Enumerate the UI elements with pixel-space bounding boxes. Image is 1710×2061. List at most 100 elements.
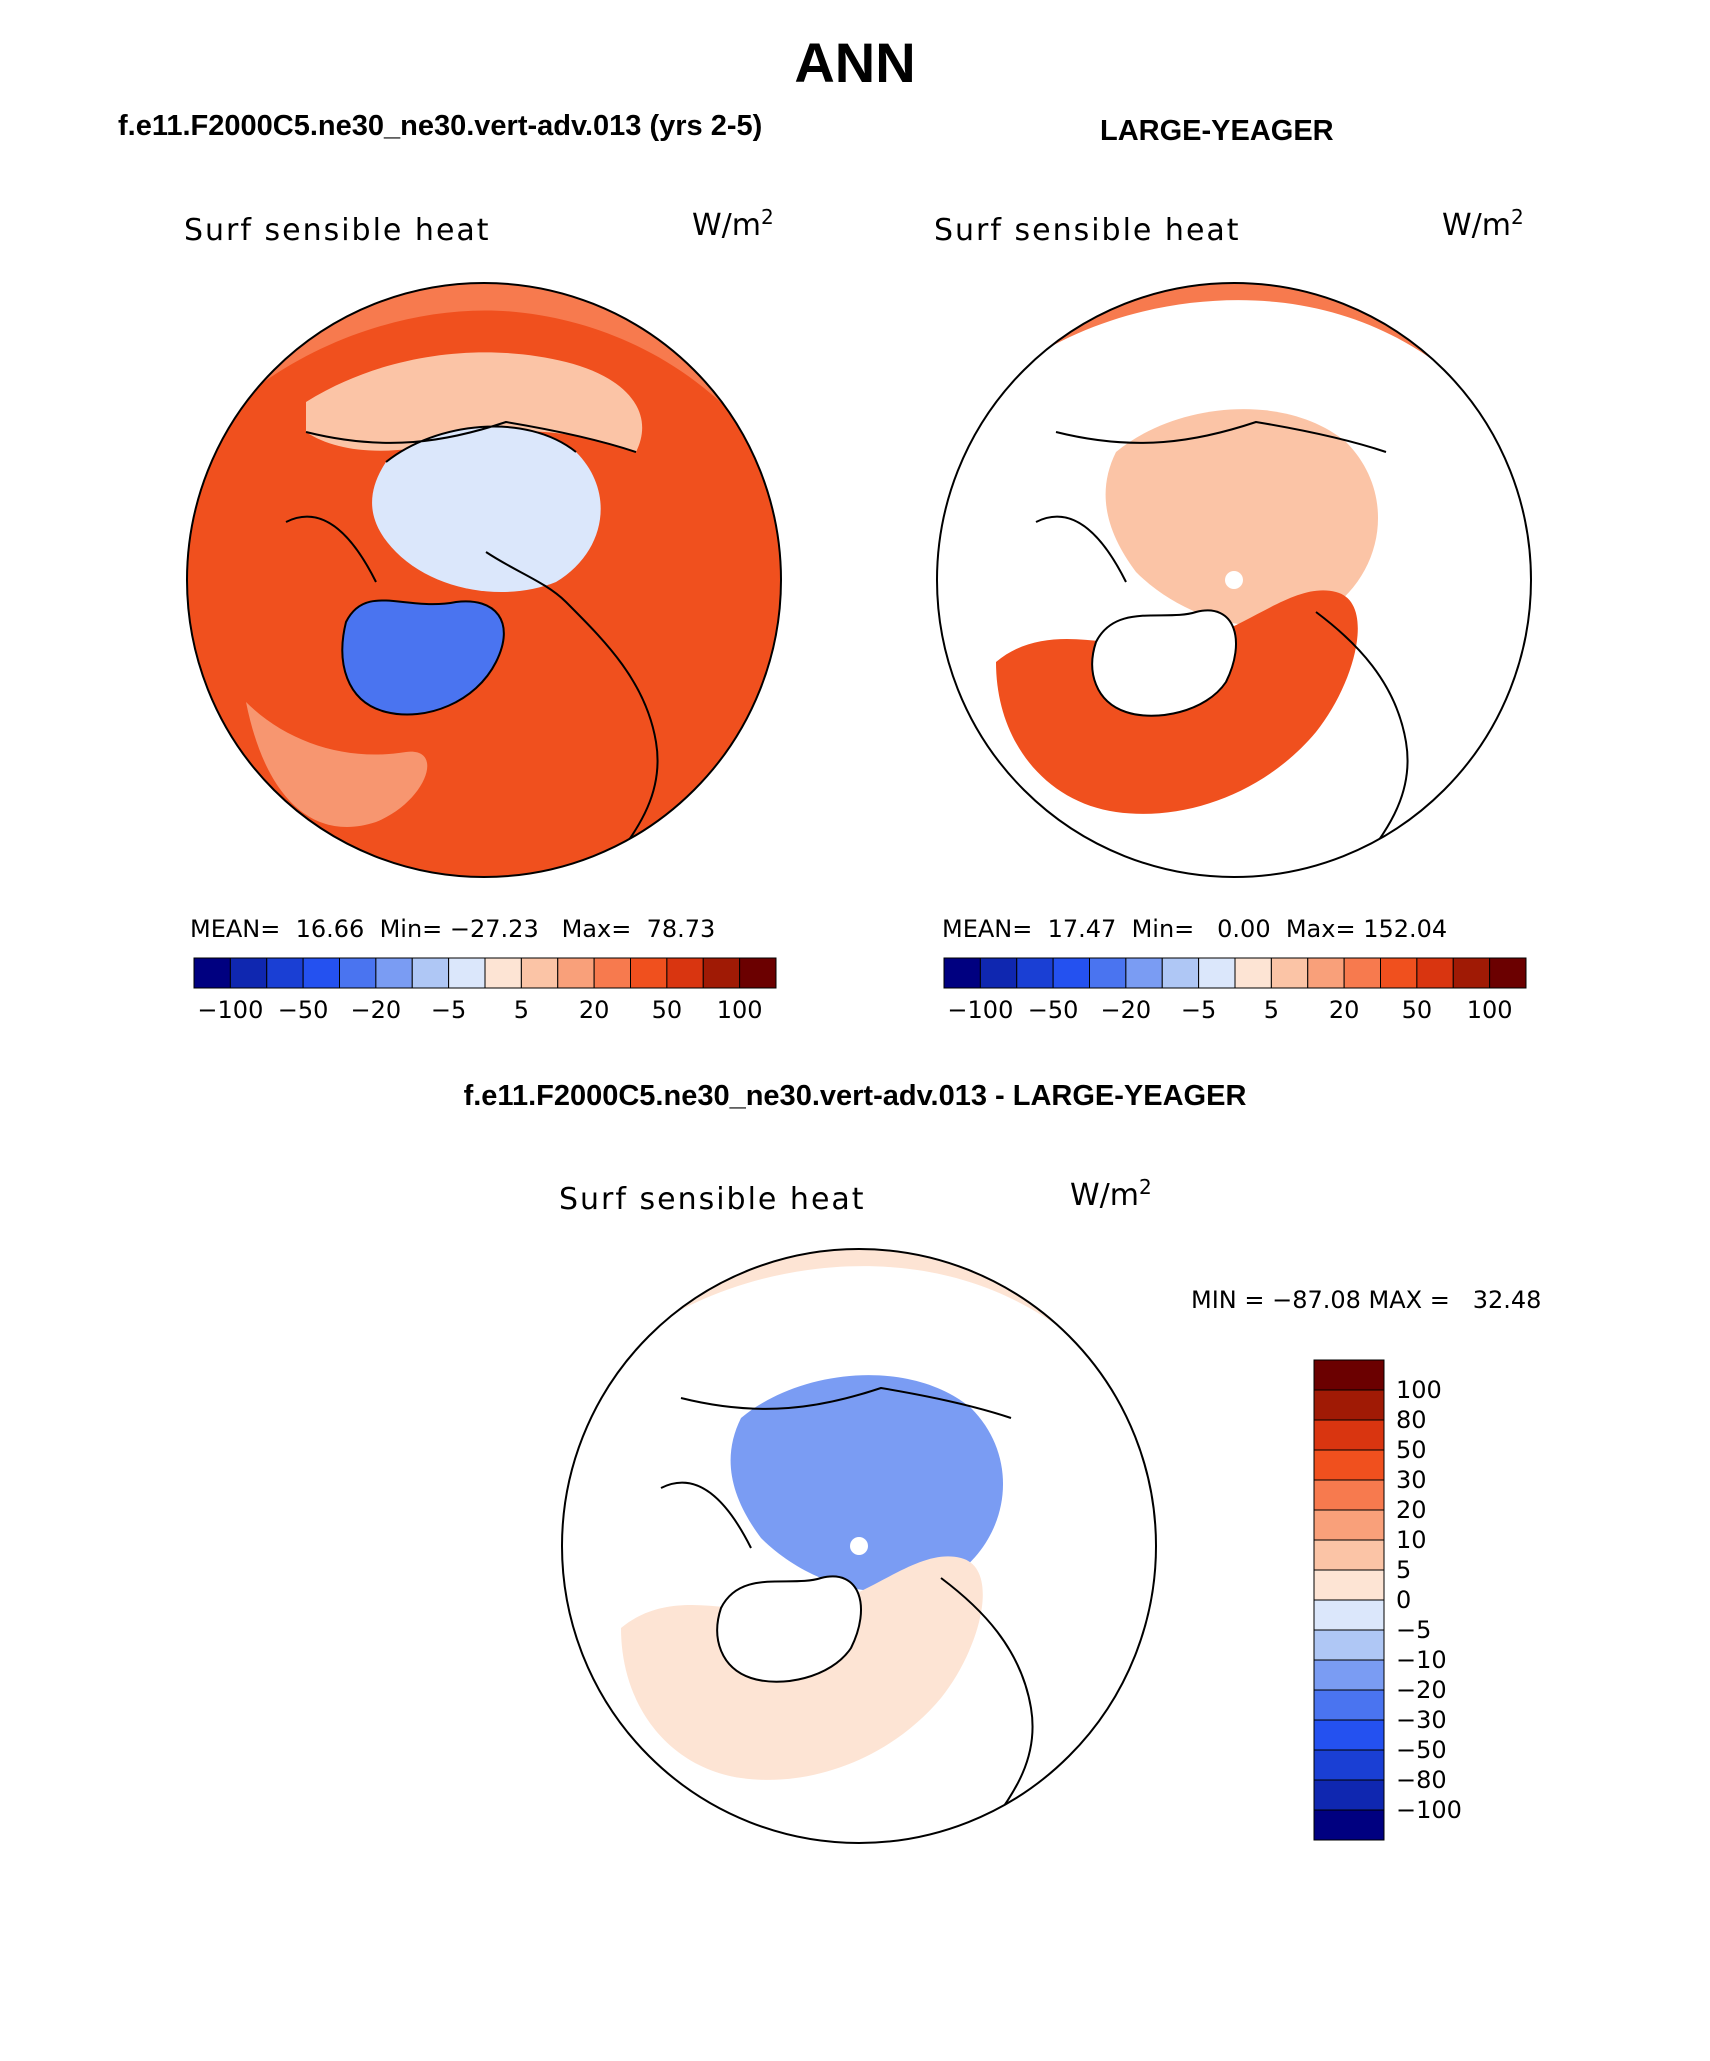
diff-colorbar-bin xyxy=(1313,1539,1385,1571)
diff-colorbar-tick-label: −10 xyxy=(1396,1646,1447,1674)
right-colorbar-tick-label: 100 xyxy=(1466,996,1513,1024)
left-colorbar-bin xyxy=(302,957,340,989)
right-greenland xyxy=(1092,610,1236,716)
right-colorbar-bin xyxy=(1270,957,1309,989)
diff-colorbar-bin xyxy=(1313,1449,1385,1481)
diff-colorbar-bin xyxy=(1313,1509,1385,1541)
diff-colorbar-tick-label: −20 xyxy=(1396,1676,1447,1704)
diff-colorbar-bin xyxy=(1313,1419,1385,1451)
diff-colorbar-tick-label: 5 xyxy=(1396,1556,1412,1584)
left-colorbar-bin xyxy=(630,957,668,989)
diff-colorbar-tick-label: 0 xyxy=(1396,1586,1412,1614)
left-stats: MEAN= 16.66 Min= −27.23 Max= 78.73 xyxy=(190,915,716,943)
diff-colorbar-tick-label: 50 xyxy=(1396,1436,1427,1464)
diff-colorbar-tick-label: 30 xyxy=(1396,1466,1427,1494)
right-polar-map xyxy=(936,282,1532,878)
right-colorbar-bin xyxy=(1089,957,1127,989)
left-polar-map xyxy=(186,282,782,878)
left-colorbar-bin xyxy=(702,957,741,989)
diff-colorbar-bin xyxy=(1313,1629,1385,1661)
left-colorbar-bin xyxy=(339,957,377,989)
left-colorbar-bin xyxy=(739,957,777,989)
diff-colorbar-bin xyxy=(1313,1479,1385,1511)
left-colorbar-tick-label: −20 xyxy=(350,996,402,1024)
diff-variable-label: Surf sensible heat xyxy=(559,1182,866,1217)
right-colorbar-tick-label: −50 xyxy=(1027,996,1079,1024)
left-colorbar-bin xyxy=(484,957,522,989)
left-units-label: W/m2 xyxy=(692,205,774,243)
left-colorbar xyxy=(193,957,777,989)
left-arctic-ocean xyxy=(372,426,601,592)
left-colorbar-tick-label: −100 xyxy=(197,996,264,1024)
left-colorbar-bin xyxy=(229,957,268,989)
left-colorbar-ticks: −100 −50 −20 −5 5 20 50 100 xyxy=(194,996,776,1026)
right-colorbar-bin xyxy=(1016,957,1054,989)
diff-greenland xyxy=(717,1576,861,1682)
diff-colorbar-bin xyxy=(1313,1389,1385,1421)
right-colorbar-tick-label: −5 xyxy=(1180,996,1217,1024)
diff-colorbar-bin xyxy=(1313,1779,1385,1811)
diff-colorbar-ticks: 100 80 50 30 20 10 5 0 −5 −10 −20 −30 −50 −80 −100 xyxy=(1396,1360,1496,1840)
difference-title: f.e11.F2000C5.ne30_ne30.vert-adv.013 - L… xyxy=(463,1080,1247,1112)
left-colorbar-tick-label: 5 xyxy=(513,996,530,1024)
diff-colorbar-tick-label: 20 xyxy=(1396,1496,1427,1524)
diff-colorbar-bin xyxy=(1313,1809,1385,1841)
left-coastlines xyxy=(285,420,659,873)
diff-colorbar-bin xyxy=(1313,1749,1385,1781)
diff-colorbar-tick-label: 80 xyxy=(1396,1406,1427,1434)
diff-colorbar-bin xyxy=(1313,1719,1385,1751)
diff-units-label: W/m2 xyxy=(1070,1175,1152,1213)
left-pacific-band xyxy=(187,283,781,452)
right-colorbar-tick-label: 5 xyxy=(1263,996,1280,1024)
right-stats: MEAN= 17.47 Min= 0.00 Max= 152.04 xyxy=(942,915,1448,943)
right-colorbar-bin xyxy=(943,957,981,989)
right-colorbar-bin xyxy=(1343,957,1381,989)
left-colorbar-bin xyxy=(557,957,595,989)
left-variable-label: Surf sensible heat xyxy=(184,213,491,248)
right-colorbar-ticks: −100 −50 −20 −5 5 20 50 100 xyxy=(944,996,1526,1026)
right-colorbar-tick-label: 20 xyxy=(1328,996,1360,1024)
diff-colorbar-tick-label: −50 xyxy=(1396,1736,1447,1764)
diff-colorbar-tick-label: 10 xyxy=(1396,1526,1427,1554)
right-colorbar-tick-label: 50 xyxy=(1401,996,1433,1024)
left-colorbar-bin xyxy=(666,957,704,989)
right-colorbar-bin xyxy=(1380,957,1418,989)
left-colorbar-tick-label: −5 xyxy=(430,996,467,1024)
left-case-title: f.e11.F2000C5.ne30_ne30.vert-adv.013 (yr… xyxy=(118,110,763,142)
right-colorbar-bin xyxy=(1307,957,1345,989)
right-variable-label: Surf sensible heat xyxy=(934,213,1241,248)
left-colorbar-bin xyxy=(375,957,413,989)
left-colorbar-bin xyxy=(411,957,450,989)
diff-polar-map xyxy=(561,1248,1157,1844)
diff-colorbar-bin xyxy=(1313,1689,1385,1721)
left-colorbar-tick-label: −50 xyxy=(277,996,329,1024)
left-colorbar-bin xyxy=(520,957,559,989)
right-colorbar-tick-label: −20 xyxy=(1100,996,1152,1024)
diff-colorbar-tick-label: −100 xyxy=(1396,1796,1462,1824)
diff-colorbar xyxy=(1313,1359,1385,1841)
right-colorbar-bin xyxy=(1052,957,1090,989)
diff-colorbar-bin xyxy=(1313,1599,1385,1631)
diff-coastlines xyxy=(660,1386,1034,1839)
left-colorbar-bin xyxy=(593,957,631,989)
right-coastlines xyxy=(1035,420,1409,873)
right-colorbar-bin xyxy=(1234,957,1272,989)
diff-colorbar-bin xyxy=(1313,1569,1385,1601)
right-colorbar xyxy=(943,957,1527,989)
diff-colorbar-bin xyxy=(1313,1659,1385,1691)
diff-minmax: MIN = −87.08 MAX = 32.48 xyxy=(1191,1286,1542,1314)
diff-pole-mask xyxy=(850,1537,868,1555)
right-colorbar-tick-label: −100 xyxy=(947,996,1014,1024)
diff-colorbar-tick-label: −30 xyxy=(1396,1706,1447,1734)
diff-colorbar-tick-label: −80 xyxy=(1396,1766,1447,1794)
right-colorbar-bin xyxy=(1452,957,1491,989)
left-colorbar-tick-label: 20 xyxy=(578,996,610,1024)
right-colorbar-bin xyxy=(1489,957,1527,989)
right-colorbar-bin xyxy=(1416,957,1454,989)
right-colorbar-bin xyxy=(1161,957,1200,989)
left-colorbar-bin xyxy=(448,957,486,989)
left-colorbar-bin xyxy=(266,957,304,989)
diff-colorbar-bin xyxy=(1313,1359,1385,1391)
right-colorbar-bin xyxy=(1125,957,1163,989)
diff-colorbar-tick-label: −5 xyxy=(1396,1616,1432,1644)
